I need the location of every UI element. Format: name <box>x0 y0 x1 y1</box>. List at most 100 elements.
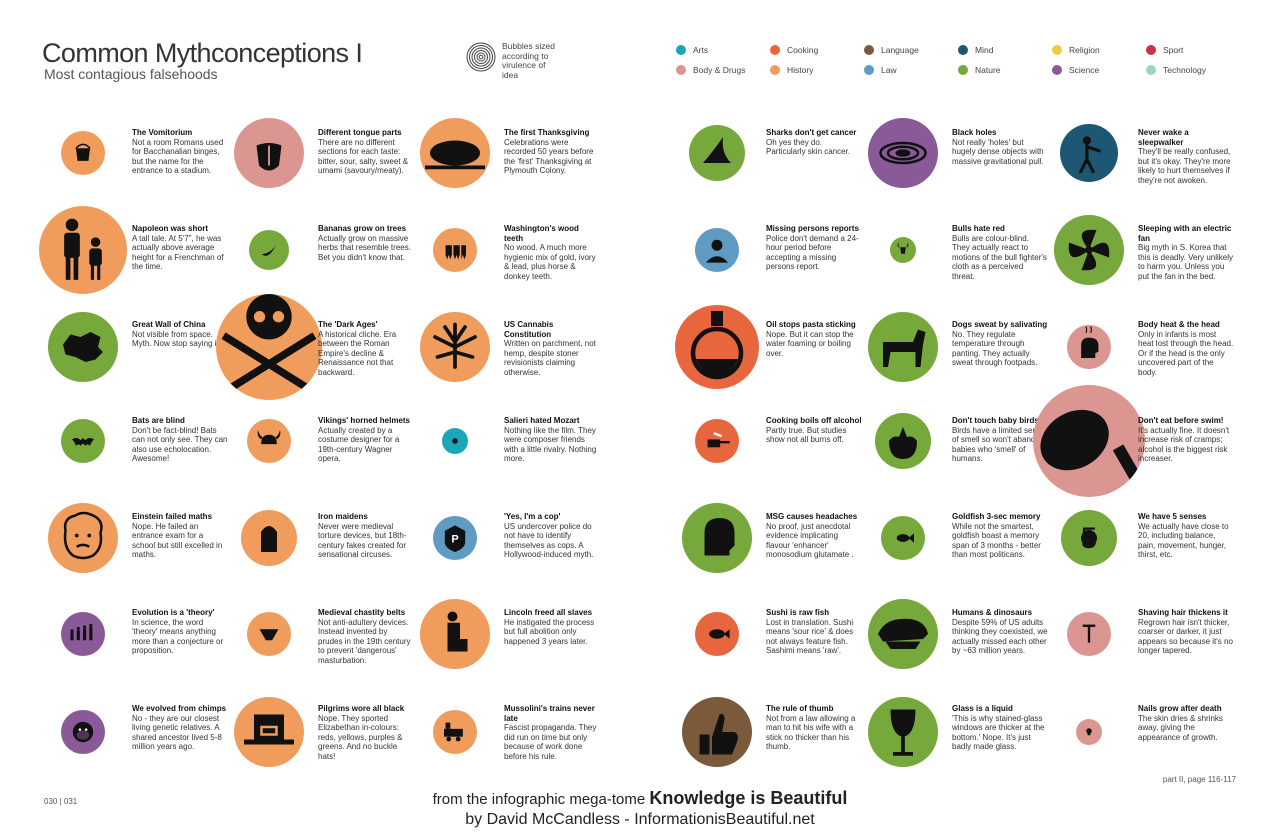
shark-fin-icon <box>703 137 731 163</box>
myth-title: Bulls hate red <box>952 224 1005 233</box>
myth-text: Cooking boils off alcohol Partly true. Bu… <box>766 416 862 445</box>
myth-text: The first Thanksgiving Celebrations were … <box>504 128 600 176</box>
myth-item: The 'Dark Ages' A historical cliche. Era … <box>216 294 418 414</box>
myth-bubble <box>1067 325 1111 369</box>
myth-body: Police don't demand a 24-hour period bef… <box>766 233 859 272</box>
myth-item: Vikings' horned helmets Actually created … <box>232 414 418 510</box>
footer-author: by David McCandless - InformationisBeaut… <box>465 811 815 828</box>
myth-title: Medieval chastity belts <box>318 608 406 617</box>
myth-title: Body heat & the head <box>1138 320 1220 329</box>
myth-title: Vikings' horned helmets <box>318 416 410 425</box>
number-five-icon: 5 <box>1081 522 1098 555</box>
skull-icon <box>1086 728 1092 736</box>
myth-body: Not really 'holes' but hugely dense obje… <box>952 137 1044 166</box>
myth-title: Oil stops pasta sticking <box>766 320 856 329</box>
myth-bubble <box>868 599 938 669</box>
myth-bubble <box>247 612 291 656</box>
legend-label: Arts <box>693 44 709 55</box>
legend-label: Nature <box>975 64 1001 75</box>
fish-icon <box>709 629 730 639</box>
myth-body: He instigated the process but full aboli… <box>504 617 595 646</box>
myth-bubble <box>682 503 752 573</box>
myth-title: Washington's wood teeth <box>504 224 579 243</box>
myth-item: Medieval chastity belts Not anti-adultery… <box>232 606 418 702</box>
dinosaur-skull-icon <box>878 618 928 649</box>
myth-body: No proof, just anecdotal evidence implic… <box>766 521 854 560</box>
horned-helmet-icon <box>257 430 281 445</box>
myth-bubble <box>234 697 304 767</box>
myth-bubble <box>868 697 938 767</box>
people-height-icon <box>64 218 102 280</box>
myth-item: Humans & dinosaurs Despite 59% of US adul… <box>866 599 1052 702</box>
drumstick-icon <box>1040 409 1142 482</box>
myth-text: MSG causes headaches No proof, just anecd… <box>766 512 862 560</box>
legend-label: Technology <box>1163 64 1207 75</box>
myth-bubble <box>61 419 105 463</box>
police-badge-icon: P <box>444 525 466 553</box>
legend-item: Nature <box>958 64 1052 75</box>
legend-swatch <box>958 64 968 75</box>
myth-text: Pilgrims wore all black Nope. They sporte… <box>318 704 414 762</box>
myth-body: Nope. They sported Elizabethan in-colour… <box>318 713 403 761</box>
myth-text: Sharks don't get cancer Oh yes they do. P… <box>766 128 862 157</box>
myth-title: 'Yes, I'm a cop' <box>504 512 561 521</box>
legend-swatch <box>864 44 874 55</box>
fan-icon <box>1068 229 1110 271</box>
banana-icon <box>261 244 277 256</box>
china-map-icon <box>63 332 103 362</box>
myth-title: Evolution is a 'theory' <box>132 608 215 617</box>
myth-bubble <box>695 612 739 656</box>
einstein-icon <box>63 511 103 560</box>
myth-item: Cooking boils off alcohol Partly true. Bu… <box>680 414 866 510</box>
myth-title: Pilgrims wore all black <box>318 704 405 713</box>
myth-title: We have 5 senses <box>1138 512 1207 521</box>
headache-icon <box>704 518 735 556</box>
myth-text: Lincoln freed all slaves He instigated th… <box>504 608 600 646</box>
myth-title: Missing persons reports <box>766 224 859 233</box>
myth-title: Einstein failed maths <box>132 512 213 521</box>
myth-body: Actually grow on massive herbs that rese… <box>318 233 411 262</box>
myth-text: Different tongue parts There are no diffe… <box>318 128 414 176</box>
myth-text: Don't eat before swim! It's actually fine… <box>1138 416 1234 464</box>
myth-body: Lost in translation. Sushi means 'sour r… <box>766 617 854 656</box>
myth-text: Iron maidens Never were medieval torture … <box>318 512 414 560</box>
legend-item: Technology <box>1146 64 1240 75</box>
footer-prefix: from the infographic mega-tome <box>432 791 646 808</box>
myth-title: Sharks don't get cancer <box>766 128 857 137</box>
page-title: Common Mythconceptions I <box>42 38 363 68</box>
myth-body: Bulls are colour-blind. They actually re… <box>952 233 1047 281</box>
legend-swatch <box>770 44 780 55</box>
myth-body: While not the smartest, goldfish boast a… <box>952 521 1041 560</box>
myth-title: Glass is a liquid <box>952 704 1013 713</box>
myth-item: Einstein failed maths Nope. He failed an … <box>46 503 232 606</box>
myth-title: The first Thanksgiving <box>504 128 590 137</box>
myth-bubble <box>61 612 105 656</box>
myth-title: MSG causes headaches <box>766 512 858 521</box>
legend-swatch <box>1146 44 1156 55</box>
myth-body: Written on parchment, not hemp, despite … <box>504 339 596 377</box>
legend-label: Sport <box>1163 44 1184 55</box>
myth-bubble <box>868 312 938 382</box>
myth-text: Never wake a sleepwalker They'll be reall… <box>1138 128 1234 186</box>
myth-bubble <box>48 312 118 382</box>
myth-body: A tall tale. At 5'7", he was actually ab… <box>132 233 224 272</box>
myth-bubble <box>695 419 739 463</box>
myth-text: Dogs sweat by salivating No. They regulat… <box>952 320 1048 368</box>
myth-bubble <box>249 230 289 270</box>
myth-title: The rule of thumb <box>766 704 834 713</box>
number-five-glyph: 5 <box>1081 522 1098 555</box>
myth-item: Missing persons reports Police don't dema… <box>680 222 866 318</box>
myth-item: The rule of thumb Not from a law allowing… <box>680 697 866 798</box>
myth-title: Never wake a sleepwalker <box>1138 128 1189 147</box>
myth-title: US Cannabis Constitution <box>504 320 554 339</box>
thumb-icon <box>699 713 738 755</box>
myth-body: Don't be fact-blind! Bats can not only s… <box>132 425 228 464</box>
myth-text: Nails grow after death The skin dries & s… <box>1138 704 1234 742</box>
myth-title: The Vomitorium <box>132 128 193 137</box>
myth-title: Nails grow after death <box>1138 704 1222 713</box>
myth-text: Napoleon was short A tall tale. At 5'7", … <box>132 224 228 272</box>
myth-body: Not a room Romans used for Bacchanalian … <box>132 137 224 176</box>
myth-body: In science, the word 'theory' means anyt… <box>132 617 224 656</box>
myth-item: Mussolini's trains never late Fascist pro… <box>418 702 604 798</box>
myth-bubble <box>881 516 925 560</box>
